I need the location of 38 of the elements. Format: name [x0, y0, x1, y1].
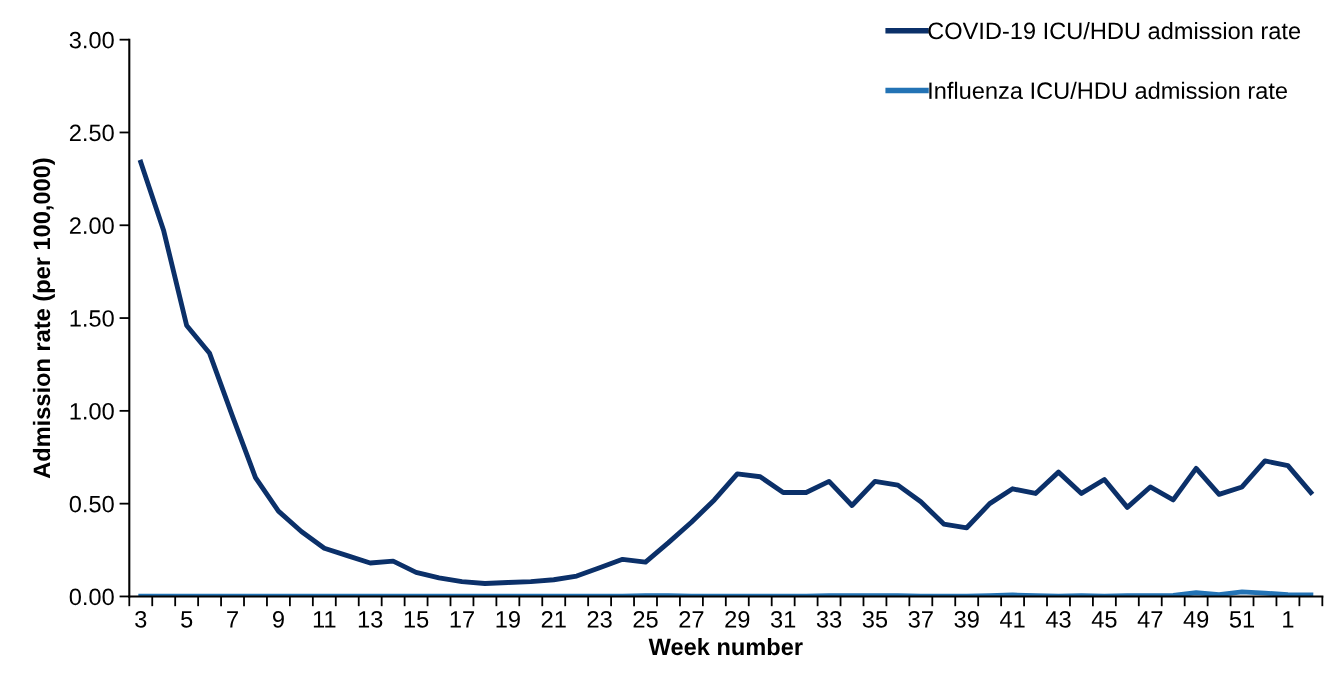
- x-tick-label: 45: [1091, 611, 1117, 628]
- legend-label: Influenza ICU/HDU admission rate: [929, 81, 1287, 100]
- x-tick-label: 35: [862, 610, 888, 628]
- x-tick-label: 43: [1045, 610, 1071, 628]
- y-tick-label: 0.50: [69, 495, 114, 513]
- x-tick-label: 41: [1000, 611, 1025, 628]
- x-tick-label: 3: [135, 610, 147, 628]
- y-tick-label: 2.50: [69, 124, 114, 142]
- x-tick-label: 9: [272, 610, 284, 628]
- x-tick-label: 49: [1183, 610, 1209, 628]
- x-tick-label: 1: [1283, 611, 1294, 628]
- x-tick-label: 29: [725, 610, 750, 628]
- x-tick-label: 27: [679, 610, 704, 628]
- x-tick-label: 5: [181, 611, 193, 628]
- y-tick-label: 2.00: [69, 217, 114, 235]
- x-tick-label: 23: [587, 610, 612, 628]
- x-tick-label: 31: [770, 610, 796, 628]
- x-tick-label: 17: [450, 611, 474, 628]
- x-tick-label: 15: [404, 611, 429, 628]
- x-tick-label: 33: [816, 610, 842, 628]
- y-axis-title: Admission rate (per 100,000): [32, 158, 55, 479]
- x-tick-label: 51: [1229, 611, 1255, 628]
- x-axis-title: Week number: [648, 637, 803, 656]
- x-tick-label: 7: [227, 611, 238, 628]
- y-tick-label: 1.50: [70, 310, 114, 327]
- x-tick-label: 39: [954, 610, 979, 628]
- x-tick-label: 13: [358, 610, 383, 628]
- x-tick-label: 21: [541, 610, 566, 628]
- y-tick-label: 3.00: [69, 31, 114, 49]
- y-tick-label: 0.00: [69, 588, 114, 606]
- x-tick-label: 47: [1137, 611, 1163, 628]
- x-tick-label: 25: [633, 610, 658, 628]
- line-series: [138, 159, 1314, 586]
- y-tick-label: 1.00: [70, 402, 114, 420]
- x-tick-label: 11: [313, 611, 336, 628]
- x-tick-label: 19: [496, 610, 520, 628]
- legend-label: COVID-19 ICU/HDU admission rate: [928, 21, 1301, 40]
- x-tick-label: 37: [908, 610, 933, 628]
